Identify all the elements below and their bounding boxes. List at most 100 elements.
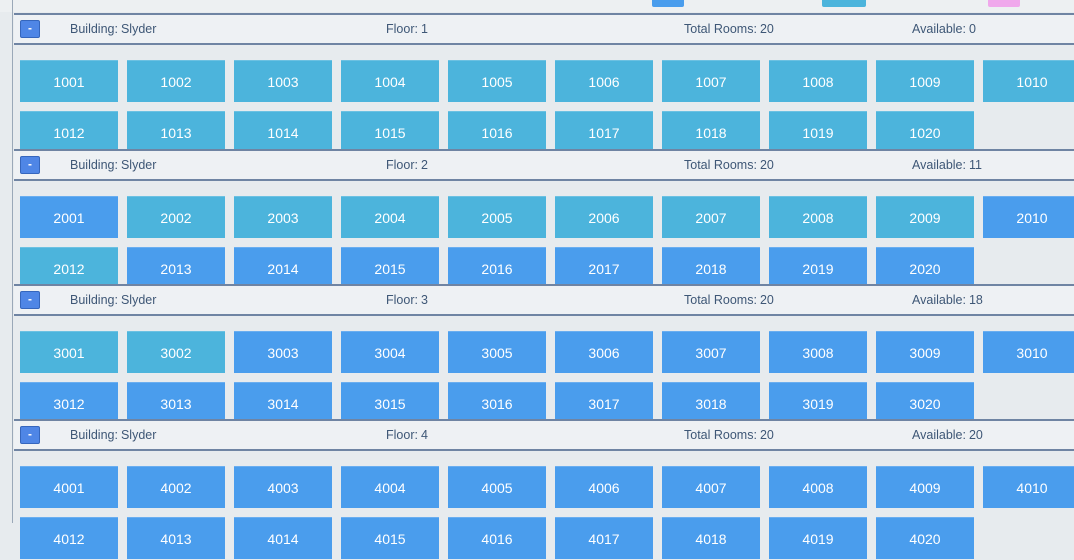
room-button-4016[interactable]: 4016 — [448, 517, 546, 559]
room-button-4004[interactable]: 4004 — [341, 466, 439, 508]
room-button-4019[interactable]: 4019 — [769, 517, 867, 559]
room-button-4001[interactable]: 4001 — [20, 466, 118, 508]
room-button-1008[interactable]: 1008 — [769, 60, 867, 102]
room-button-3003[interactable]: 3003 — [234, 331, 332, 373]
room-button-2005[interactable]: 2005 — [448, 196, 546, 238]
floor-number: 3 — [420, 293, 428, 307]
room-button-1006[interactable]: 1006 — [555, 60, 653, 102]
room-button-2008[interactable]: 2008 — [769, 196, 867, 238]
total-rooms-info: Total Rooms: 20 — [684, 22, 774, 36]
room-button-3005[interactable]: 3005 — [448, 331, 546, 373]
room-button-2006[interactable]: 2006 — [555, 196, 653, 238]
room-button-2018[interactable]: 2018 — [662, 247, 760, 289]
room-button-2010[interactable]: 2010 — [983, 196, 1074, 238]
total-rooms-label: Total Rooms: — [684, 293, 757, 307]
room-button-4020[interactable]: 4020 — [876, 517, 974, 559]
available-label: Available: — [912, 428, 966, 442]
room-button-4014[interactable]: 4014 — [234, 517, 332, 559]
room-button-3006[interactable]: 3006 — [555, 331, 653, 373]
floor-number: 4 — [420, 428, 428, 442]
room-button-4002[interactable]: 4002 — [127, 466, 225, 508]
room-button-2007[interactable]: 2007 — [662, 196, 760, 238]
room-button-1013[interactable]: 1013 — [127, 111, 225, 153]
room-button-3020[interactable]: 3020 — [876, 382, 974, 424]
room-button-1014[interactable]: 1014 — [234, 111, 332, 153]
floor-label: Floor: — [386, 158, 418, 172]
total-rooms-info: Total Rooms: 20 — [684, 428, 774, 442]
room-button-2004[interactable]: 2004 — [341, 196, 439, 238]
available-info: Available: 18 — [912, 293, 983, 307]
collapse-button[interactable]: - — [20, 426, 40, 444]
room-button-1001[interactable]: 1001 — [20, 60, 118, 102]
available-label: Available: — [912, 293, 966, 307]
room-button-4006[interactable]: 4006 — [555, 466, 653, 508]
room-button-4015[interactable]: 4015 — [341, 517, 439, 559]
collapse-button[interactable]: - — [20, 291, 40, 309]
floor-info: Floor: 3 — [386, 293, 428, 307]
room-button-2020[interactable]: 2020 — [876, 247, 974, 289]
room-button-1010[interactable]: 1010 — [983, 60, 1074, 102]
floor-label: Floor: — [386, 293, 418, 307]
room-button-1007[interactable]: 1007 — [662, 60, 760, 102]
room-button-3002[interactable]: 3002 — [127, 331, 225, 373]
room-button-3013[interactable]: 3013 — [127, 382, 225, 424]
room-button-1004[interactable]: 1004 — [341, 60, 439, 102]
available-label: Available: — [912, 158, 966, 172]
room-button-1002[interactable]: 1002 — [127, 60, 225, 102]
legend-bar — [0, 0, 1074, 12]
legend-swatch-reserved — [988, 0, 1020, 7]
room-button-2003[interactable]: 2003 — [234, 196, 332, 238]
floor-header: - Building: Slyder Floor: 1 Total Rooms: 20 Ava… — [14, 13, 1074, 45]
room-button-2019[interactable]: 2019 — [769, 247, 867, 289]
room-button-4003[interactable]: 4003 — [234, 466, 332, 508]
room-button-4008[interactable]: 4008 — [769, 466, 867, 508]
room-button-4005[interactable]: 4005 — [448, 466, 546, 508]
total-rooms-info: Total Rooms: 20 — [684, 158, 774, 172]
room-button-1018[interactable]: 1018 — [662, 111, 760, 153]
room-button-4017[interactable]: 4017 — [555, 517, 653, 559]
room-button-3018[interactable]: 3018 — [662, 382, 760, 424]
panel-left-border — [12, 0, 13, 523]
room-button-3004[interactable]: 3004 — [341, 331, 439, 373]
room-button-4010[interactable]: 4010 — [983, 466, 1074, 508]
building-info: Building: Slyder — [70, 293, 156, 307]
room-button-3009[interactable]: 3009 — [876, 331, 974, 373]
room-button-4007[interactable]: 4007 — [662, 466, 760, 508]
room-button-4018[interactable]: 4018 — [662, 517, 760, 559]
collapse-button[interactable]: - — [20, 156, 40, 174]
room-button-1017[interactable]: 1017 — [555, 111, 653, 153]
room-button-4013[interactable]: 4013 — [127, 517, 225, 559]
room-button-3016[interactable]: 3016 — [448, 382, 546, 424]
room-button-2013[interactable]: 2013 — [127, 247, 225, 289]
room-button-2015[interactable]: 2015 — [341, 247, 439, 289]
room-button-2002[interactable]: 2002 — [127, 196, 225, 238]
room-button-2001[interactable]: 2001 — [20, 196, 118, 238]
room-button-1015[interactable]: 1015 — [341, 111, 439, 153]
room-button-3012[interactable]: 3012 — [20, 382, 118, 424]
room-button-2009[interactable]: 2009 — [876, 196, 974, 238]
room-button-1012[interactable]: 1012 — [20, 111, 118, 153]
room-button-3010[interactable]: 3010 — [983, 331, 1074, 373]
room-button-1016[interactable]: 1016 — [448, 111, 546, 153]
room-button-3017[interactable]: 3017 — [555, 382, 653, 424]
room-button-3007[interactable]: 3007 — [662, 331, 760, 373]
room-button-3001[interactable]: 3001 — [20, 331, 118, 373]
room-button-3019[interactable]: 3019 — [769, 382, 867, 424]
room-button-1020[interactable]: 1020 — [876, 111, 974, 153]
room-button-2016[interactable]: 2016 — [448, 247, 546, 289]
room-button-3008[interactable]: 3008 — [769, 331, 867, 373]
room-button-3014[interactable]: 3014 — [234, 382, 332, 424]
room-button-1003[interactable]: 1003 — [234, 60, 332, 102]
room-button-4012[interactable]: 4012 — [20, 517, 118, 559]
room-button-3015[interactable]: 3015 — [341, 382, 439, 424]
room-button-2014[interactable]: 2014 — [234, 247, 332, 289]
room-button-1005[interactable]: 1005 — [448, 60, 546, 102]
room-button-2012[interactable]: 2012 — [20, 247, 118, 289]
room-button-2017[interactable]: 2017 — [555, 247, 653, 289]
collapse-button[interactable]: - — [20, 20, 40, 38]
room-button-4009[interactable]: 4009 — [876, 466, 974, 508]
room-button-1019[interactable]: 1019 — [769, 111, 867, 153]
floor-info: Floor: 4 — [386, 428, 428, 442]
room-button-1009[interactable]: 1009 — [876, 60, 974, 102]
available-info: Available: 20 — [912, 428, 983, 442]
